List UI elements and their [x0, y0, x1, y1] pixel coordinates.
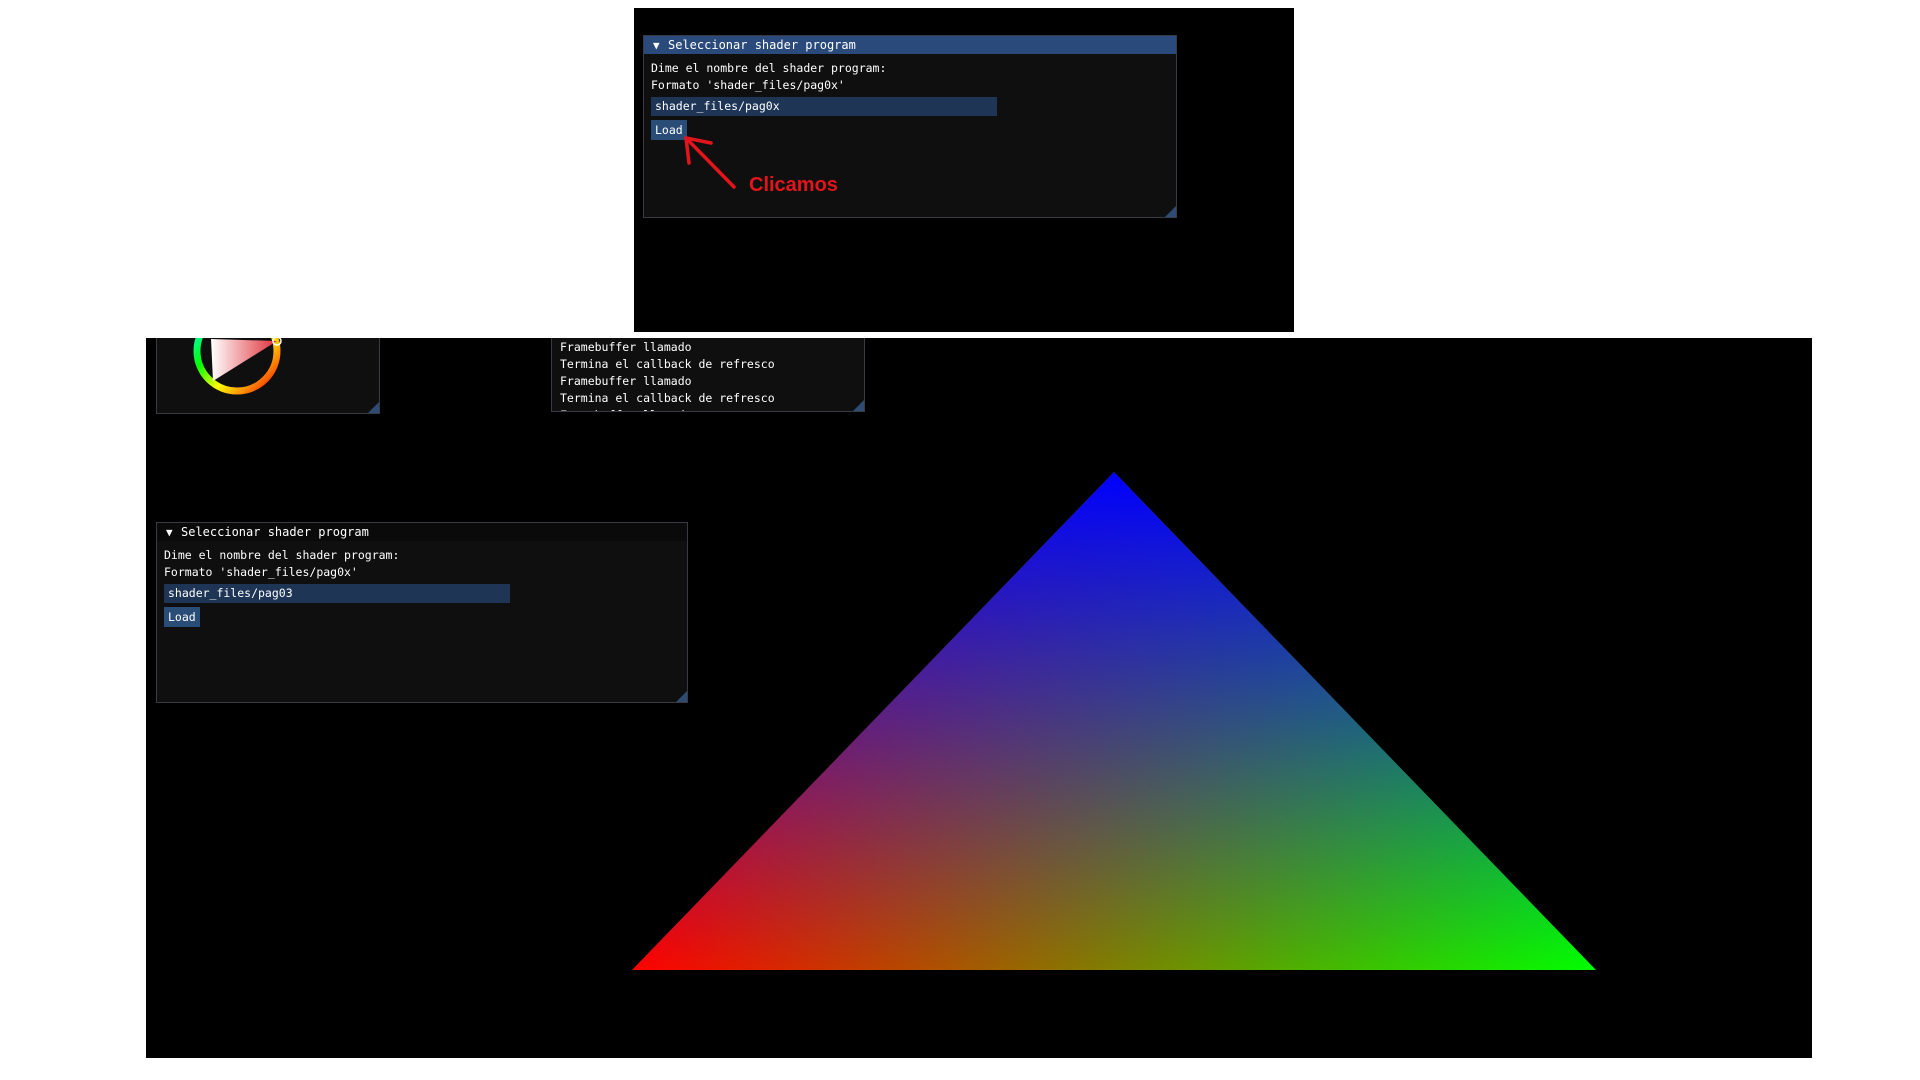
log-line: Termina el callback de refresco: [560, 391, 775, 405]
bottom-screenshot: Framebuffer llamado Termina el callback …: [146, 338, 1812, 1058]
top-screenshot: ▼ Seleccionar shader program Dime el nomb…: [634, 8, 1294, 332]
prompt-line-2: Formato 'shader_files/pag0x': [651, 78, 845, 92]
prompt-line-1: Dime el nombre del shader program:: [164, 548, 400, 562]
window-title: Seleccionar shader program: [181, 525, 369, 539]
load-button[interactable]: Load: [651, 120, 687, 140]
prompt-line-2: Formato 'shader_files/pag0x': [164, 565, 358, 579]
collapse-arrow-icon[interactable]: ▼: [166, 526, 173, 539]
rendered-triangle: [632, 472, 1596, 970]
window-title: Seleccionar shader program: [668, 38, 856, 52]
log-line: Termina el callback de refresco: [560, 357, 775, 371]
window-titlebar[interactable]: ▼ Seleccionar shader program: [157, 523, 687, 541]
shader-select-window-bottom: ▼ Seleccionar shader program Dime el nomb…: [156, 522, 688, 703]
color-wheel-icon[interactable]: [157, 338, 380, 414]
shader-select-window-top: ▼ Seleccionar shader program Dime el nomb…: [643, 35, 1177, 218]
log-line: Framebuffer llamado: [560, 374, 692, 388]
window-titlebar[interactable]: ▼ Seleccionar shader program: [644, 36, 1176, 54]
annotation-label: Clicamos: [749, 174, 838, 196]
resize-grip[interactable]: [676, 691, 687, 702]
resize-grip[interactable]: [853, 400, 864, 411]
resize-grip[interactable]: [368, 402, 379, 413]
log-line: Framebuffer llamado: [560, 340, 692, 354]
prompt-line-1: Dime el nombre del shader program:: [651, 61, 887, 75]
shader-name-input[interactable]: shader_files/pag0x: [651, 97, 997, 116]
shader-name-input[interactable]: shader_files/pag03: [164, 584, 510, 603]
log-line: Framebuffer llamado: [552, 407, 864, 411]
log-window: Framebuffer llamado Termina el callback …: [551, 338, 865, 412]
collapse-arrow-icon[interactable]: ▼: [653, 39, 660, 52]
color-picker-window: [156, 338, 380, 414]
load-button[interactable]: Load: [164, 607, 200, 627]
resize-grip[interactable]: [1165, 206, 1176, 217]
